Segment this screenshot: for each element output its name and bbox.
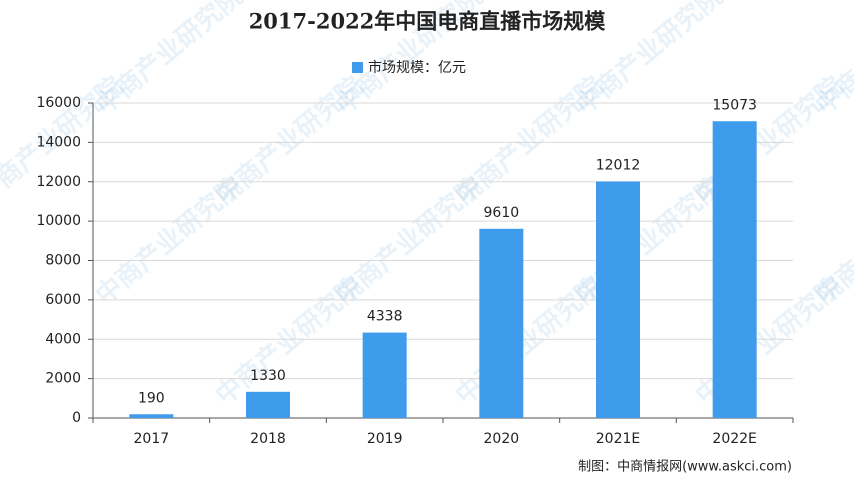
value-label: 190: [138, 390, 165, 406]
y-tick-label: 14000: [36, 134, 81, 150]
x-tick-label: 2020: [484, 431, 520, 447]
y-tick-label: 12000: [36, 174, 81, 190]
bar: [596, 181, 640, 418]
bar: [129, 414, 174, 418]
value-label: 9610: [484, 205, 520, 221]
y-tick-label: 8000: [45, 253, 81, 269]
bar: [362, 332, 407, 418]
bar: [479, 228, 524, 418]
x-tick-label: 2018: [250, 431, 286, 447]
y-tick-label: 16000: [36, 95, 81, 111]
x-tick-label: 2021E: [596, 431, 640, 447]
x-tick-label: 2022E: [712, 431, 756, 447]
value-label: 12012: [596, 158, 641, 174]
watermark: 中商产业研究院: [449, 70, 608, 211]
y-tick-label: 6000: [45, 292, 81, 308]
y-tick-label: 0: [72, 410, 81, 426]
watermark: 中商产业研究院: [209, 270, 368, 411]
chart-title: 2017-2022年中国电商直播市场规模: [249, 9, 607, 34]
watermark: 中商产业研究院: [209, 70, 368, 211]
legend-label: 市场规模：亿元: [368, 59, 466, 76]
y-tick-label: 4000: [45, 331, 81, 347]
x-tick-label: 2019: [367, 431, 403, 447]
legend-swatch: [352, 62, 363, 73]
value-label: 15073: [712, 97, 757, 113]
x-tick-label: 2017: [134, 431, 170, 447]
watermark: 中商产业研究院: [449, 270, 608, 411]
value-label: 1330: [250, 368, 286, 384]
source: 制图：中商情报网(www.askci.com): [578, 460, 792, 475]
y-tick-label: 10000: [36, 213, 81, 229]
y-tick-label: 2000: [45, 371, 81, 387]
bar: [712, 121, 757, 419]
value-label: 4338: [367, 309, 403, 325]
bar: [246, 391, 290, 418]
